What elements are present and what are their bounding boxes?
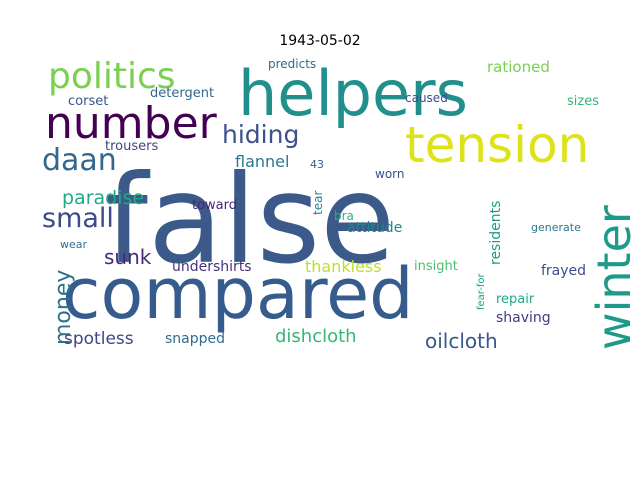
word-sunk: sunk — [104, 245, 152, 269]
word-snapped: snapped — [165, 331, 225, 347]
word-fear-for: fear-for — [476, 272, 487, 310]
word-helpers: helpers — [238, 57, 468, 130]
word-number: number — [45, 98, 218, 149]
word-frayed: frayed — [541, 263, 586, 279]
word-insight: insight — [414, 259, 458, 274]
word-bra: bra — [334, 209, 354, 223]
word-money: money — [51, 270, 76, 345]
word-toward: toward — [192, 198, 237, 213]
word-43: 43 — [310, 158, 324, 171]
word-thankless: thankless — [305, 257, 382, 276]
word-repair: repair — [496, 292, 535, 307]
word-hiding: hiding — [222, 120, 299, 149]
word-attitude: attitude — [347, 220, 402, 236]
word-trousers: trousers — [105, 139, 158, 154]
word-rationed: rationed — [487, 58, 550, 76]
word-undershirts: undershirts — [172, 259, 252, 275]
word-paradise: paradise — [62, 187, 144, 209]
word-spotless: spotless — [64, 329, 134, 349]
word-caused: caused — [405, 91, 448, 105]
word-shaving: shaving — [496, 310, 551, 326]
word-detergent: detergent — [150, 86, 214, 101]
word-flannel: flannel — [235, 152, 289, 171]
word-worn: worn — [375, 167, 404, 181]
word-tear: tear — [311, 191, 325, 215]
word-generate: generate — [531, 221, 581, 234]
word-tension: tension — [405, 116, 589, 174]
word-daan: daan — [42, 143, 117, 178]
word-small: small — [42, 203, 114, 234]
word-winter: winter — [587, 205, 640, 350]
word-sizes: sizes — [567, 94, 599, 109]
word-corset: corset — [68, 94, 108, 109]
word-politics: politics — [48, 56, 176, 97]
word-residents: residents — [488, 201, 504, 265]
word-predicts: predicts — [268, 57, 316, 71]
word-false: false — [105, 149, 395, 291]
chart-title: 1943-05-02 — [279, 33, 361, 49]
word-compared: compared — [62, 253, 414, 335]
word-dishcloth: dishcloth — [275, 326, 357, 347]
word-wear: wear — [60, 238, 88, 251]
word-oilcloth: oilcloth — [425, 329, 498, 353]
